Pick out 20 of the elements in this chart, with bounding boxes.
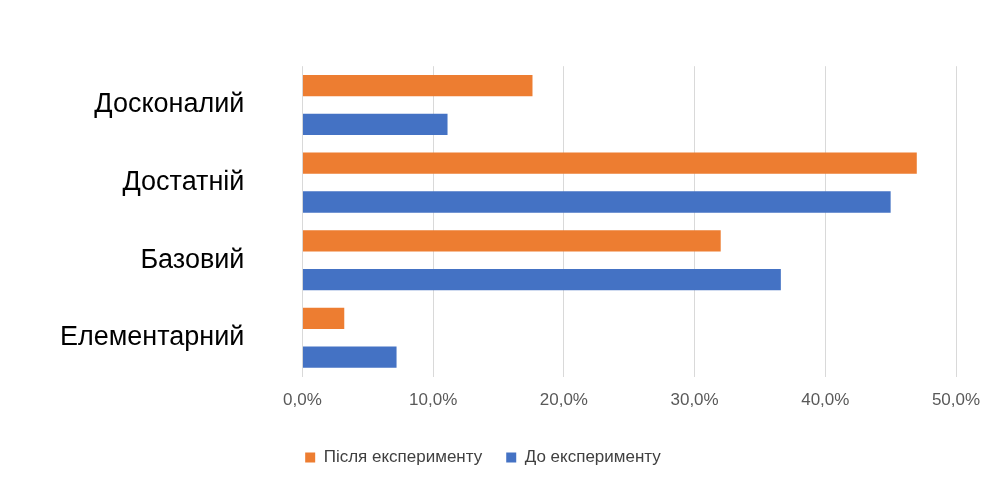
y-tick-label: Елементарний (59, 321, 245, 352)
bar (302, 113, 448, 136)
x-tick-label: 50,0% (931, 390, 981, 410)
x-tick-label: 20,0% (539, 390, 588, 410)
y-tick-label: Базовий (140, 243, 245, 274)
x-tick-label: 30,0% (670, 390, 719, 410)
legend-label: До експерименту (524, 447, 662, 467)
y-tick-label: Досконалий (94, 88, 245, 119)
x-tick-label: 10,0% (409, 390, 458, 410)
bar (302, 307, 345, 330)
legend-label: Після експерименту (323, 447, 483, 467)
bar (302, 268, 781, 291)
bar (302, 346, 397, 368)
bar (302, 152, 917, 174)
bar (302, 230, 721, 252)
bar (302, 191, 891, 213)
x-tick-label: 40,0% (801, 390, 850, 410)
bar (302, 74, 533, 97)
y-tick-label: Достатній (122, 166, 245, 197)
x-tick-label: 0,0% (283, 390, 322, 410)
